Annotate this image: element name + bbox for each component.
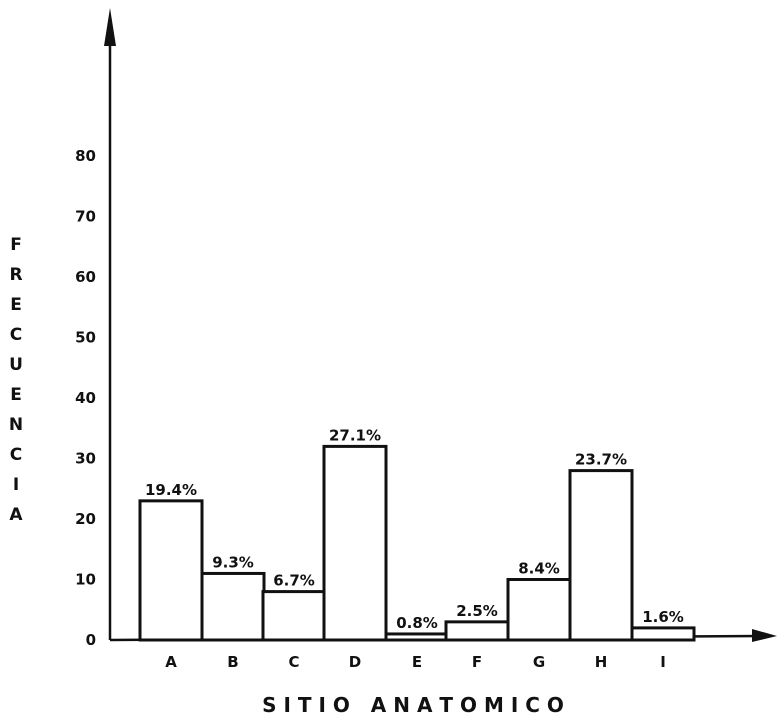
axes xyxy=(104,8,777,642)
x-tick-label-h: H xyxy=(595,653,608,671)
y-tick-label: 70 xyxy=(75,208,96,226)
x-tick-label-f: F xyxy=(472,653,482,671)
x-axis-title: S I T I O A N A T O M I C O xyxy=(262,693,564,717)
bar-e xyxy=(384,632,450,642)
data-label-b: 9.3% xyxy=(212,553,254,571)
data-label-a: 19.4% xyxy=(145,481,197,499)
bar-c xyxy=(261,590,327,642)
bar-f xyxy=(444,620,510,642)
x-tick-label-d: D xyxy=(349,653,361,671)
y-tick-label: 20 xyxy=(75,510,96,528)
bar-a xyxy=(138,499,204,642)
x-tick-label-i: I xyxy=(660,653,666,671)
y-tick-label: 10 xyxy=(75,571,96,589)
y-tick-label: 30 xyxy=(75,450,96,468)
x-tick-label-b: B xyxy=(227,653,238,671)
bars xyxy=(138,444,696,642)
y-tick-label: 50 xyxy=(75,329,96,347)
data-label-i: 1.6% xyxy=(642,608,684,626)
data-label-h: 23.7% xyxy=(575,451,627,469)
data-label-c: 6.7% xyxy=(273,572,315,590)
x-axis-arrow xyxy=(752,629,777,642)
bar-b xyxy=(200,571,266,642)
x-tick-label-g: G xyxy=(533,653,545,671)
y-tick-label: 0 xyxy=(86,631,96,649)
bar-d xyxy=(322,444,388,642)
x-tick-label-e: E xyxy=(412,653,422,671)
y-tick-labels: 0 10 20 30 40 50 60 70 80 xyxy=(75,147,96,649)
data-label-f: 2.5% xyxy=(456,602,498,620)
bar-g xyxy=(506,578,572,642)
y-tick-label: 80 xyxy=(75,147,96,165)
data-labels: 19.4% 9.3% 6.7% 27.1% 0.8% 2.5% 8.4% 23.7% 1.6% xyxy=(145,426,684,632)
bar-i xyxy=(630,626,696,642)
y-axis-arrow xyxy=(104,8,116,46)
data-label-d: 27.1% xyxy=(329,426,381,444)
x-tick-labels: A B C D E F G H I xyxy=(165,653,666,671)
y-tick-label: 40 xyxy=(75,389,96,407)
data-label-e: 0.8% xyxy=(396,614,438,632)
x-tick-label-c: C xyxy=(288,653,299,671)
x-tick-label-a: A xyxy=(165,653,177,671)
data-label-g: 8.4% xyxy=(518,560,560,578)
bar-h xyxy=(568,469,634,642)
y-tick-label: 60 xyxy=(75,268,96,286)
